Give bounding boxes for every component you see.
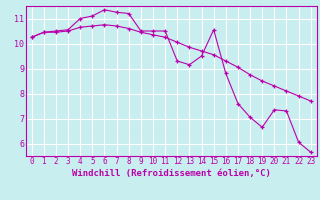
X-axis label: Windchill (Refroidissement éolien,°C): Windchill (Refroidissement éolien,°C)	[72, 169, 271, 178]
